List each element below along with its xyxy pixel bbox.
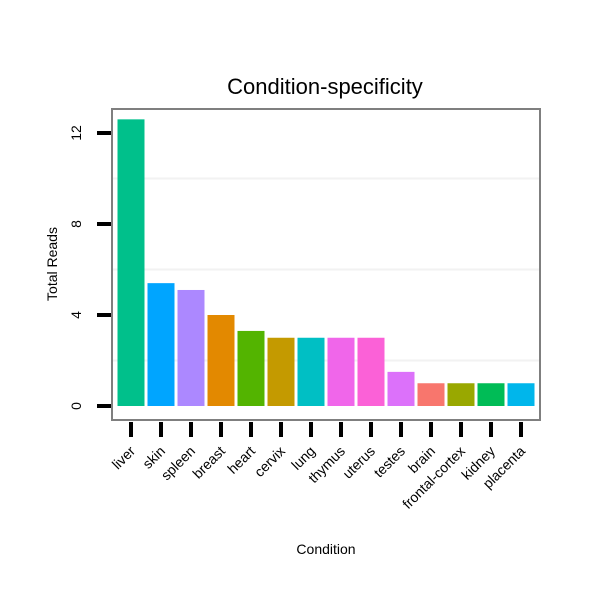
bar-breast bbox=[207, 315, 235, 406]
bar-brain bbox=[417, 383, 445, 406]
y-axis-label: Total Reads bbox=[44, 227, 60, 301]
bar-heart bbox=[237, 330, 265, 406]
x-tick-label-breast: breast bbox=[189, 443, 228, 482]
x-tick-label-cervix: cervix bbox=[251, 443, 288, 480]
bar-uterus bbox=[357, 337, 385, 406]
x-tick-label-liver: liver bbox=[109, 443, 139, 473]
bar-kidney bbox=[477, 383, 505, 406]
bar-lung bbox=[297, 337, 325, 406]
bar-placenta bbox=[507, 383, 535, 406]
y-tick-label: 8 bbox=[68, 220, 84, 228]
y-axis: 0 4 8 12 bbox=[68, 125, 111, 410]
x-axis-label: Condition bbox=[296, 541, 355, 557]
bar-testes bbox=[387, 371, 415, 406]
bar-frontal-cortex bbox=[447, 383, 475, 406]
x-tick-label-testes: testes bbox=[370, 443, 408, 481]
bar-thymus bbox=[327, 337, 355, 406]
grid-lines bbox=[112, 177, 540, 362]
bar-skin bbox=[147, 283, 175, 406]
y-tick-label: 4 bbox=[68, 311, 84, 319]
y-tick-label: 0 bbox=[68, 402, 84, 410]
bar-liver bbox=[117, 119, 145, 406]
bars bbox=[117, 119, 535, 406]
y-tick-label: 12 bbox=[68, 125, 84, 141]
plot-frame bbox=[111, 108, 541, 421]
chart-title: Condition-specificity bbox=[227, 74, 423, 99]
x-tick-label-uterus: uterus bbox=[339, 443, 378, 482]
bar-spleen bbox=[177, 289, 205, 406]
x-tick-label-spleen: spleen bbox=[158, 443, 198, 483]
bar-cervix bbox=[267, 337, 295, 406]
